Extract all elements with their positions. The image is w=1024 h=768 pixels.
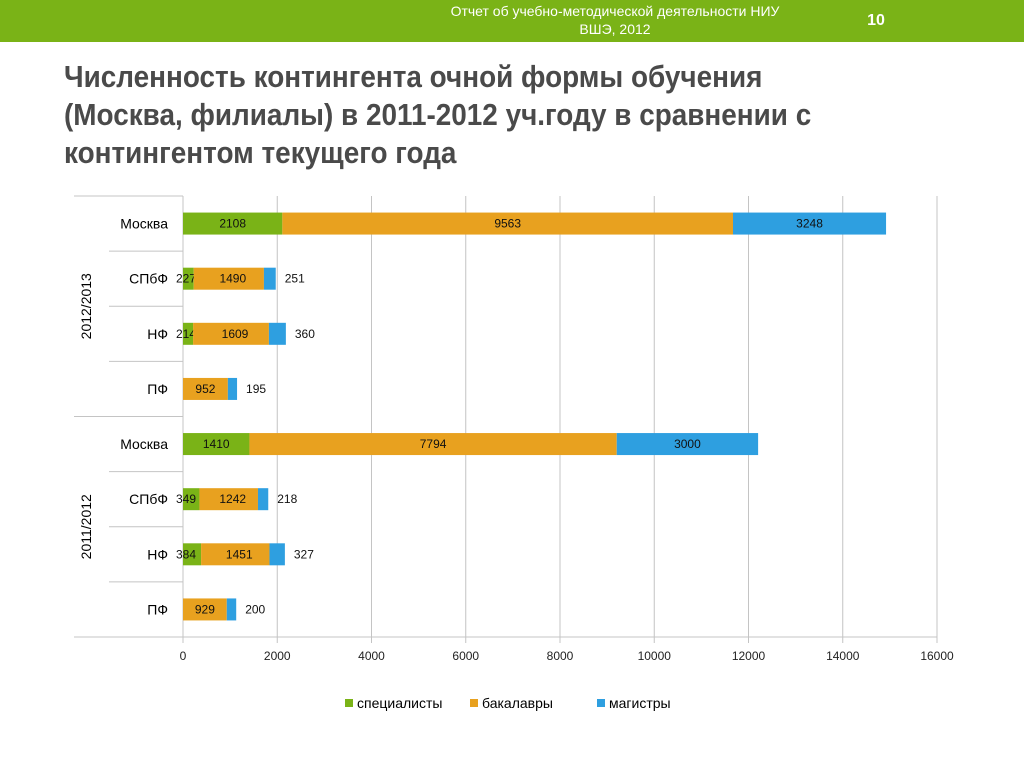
data-label: 1609 (222, 327, 249, 341)
data-label: 218 (277, 492, 297, 506)
legend-swatch (597, 699, 605, 707)
bar-segment (183, 322, 194, 345)
data-label: 349 (176, 492, 196, 506)
data-label: 7794 (420, 437, 447, 451)
category-label: НФ (147, 546, 168, 562)
legend-label: магистры (609, 695, 671, 711)
data-label: 9563 (494, 217, 521, 231)
x-tick-label: 2000 (264, 649, 291, 663)
bar-segment (226, 598, 237, 621)
category-label: НФ (147, 326, 168, 342)
data-label: 200 (245, 602, 265, 616)
x-tick-label: 16000 (920, 649, 954, 663)
x-tick-label: 6000 (452, 649, 479, 663)
bar-segment (183, 488, 200, 511)
data-label: 360 (295, 327, 315, 341)
x-tick-label: 10000 (638, 649, 672, 663)
legend-swatch (345, 699, 353, 707)
category-label: СПбФ (129, 491, 168, 507)
bar-segment (263, 267, 276, 290)
bar-segment (257, 488, 269, 511)
x-tick-label: 4000 (358, 649, 385, 663)
data-label: 384 (176, 547, 196, 561)
data-label: 952 (195, 382, 215, 396)
bar-segment (193, 322, 269, 345)
bar-segment (183, 598, 227, 621)
page-number: 10 (867, 12, 885, 29)
slide-title: Численность контингента очной формы обуч… (64, 58, 901, 172)
category-label: Москва (120, 436, 168, 452)
data-label: 1410 (203, 437, 230, 451)
group-label: 2011/2012 (78, 494, 94, 559)
bar-segment (193, 267, 264, 290)
legend-label: специалисты (357, 695, 442, 711)
category-label: СПбФ (129, 271, 168, 287)
x-tick-label: 12000 (732, 649, 766, 663)
slide-title-line2: (Москва, филиалы) в 2011-2012 уч.году в … (64, 97, 812, 132)
data-label: 195 (246, 382, 266, 396)
bar-segment (269, 543, 285, 566)
data-label: 1490 (219, 272, 246, 286)
data-label: 251 (285, 272, 305, 286)
x-tick-label: 0 (180, 649, 187, 663)
data-label: 1451 (226, 547, 253, 561)
bar-segment (183, 212, 283, 235)
header-bar (0, 0, 1024, 42)
slide-title-line3: контингентом текущего года (64, 135, 457, 170)
bar-segment (183, 543, 202, 566)
data-label: 1242 (219, 492, 246, 506)
report-caption-line1: Отчет об учебно-методической деятельност… (450, 3, 780, 19)
data-label: 3000 (674, 437, 701, 451)
bar-segment (268, 322, 286, 345)
data-label: 2108 (219, 217, 246, 231)
category-label: ПФ (147, 381, 168, 397)
data-label: 3248 (796, 217, 823, 231)
bar-segment (199, 488, 258, 511)
bar-segment (183, 377, 228, 400)
x-tick-label: 8000 (547, 649, 574, 663)
category-label: ПФ (147, 601, 168, 617)
x-tick-label: 14000 (826, 649, 860, 663)
bar-segment (227, 377, 238, 400)
report-caption: Отчет об учебно-методической деятельност… (395, 2, 835, 38)
legend-swatch (470, 699, 478, 707)
legend-label: бакалавры (482, 695, 553, 711)
data-label: 214 (176, 327, 196, 341)
data-label: 327 (294, 547, 314, 561)
bar-segment (732, 212, 887, 235)
slide-title-line1: Численность контингента очной формы обуч… (64, 59, 763, 94)
bar-segment (183, 267, 194, 290)
bar-segment (183, 433, 250, 456)
bar-segment (249, 433, 617, 456)
bar-segment (201, 543, 270, 566)
bar-segment (616, 433, 759, 456)
report-caption-line2: ВШЭ, 2012 (579, 21, 651, 37)
group-label: 2012/2013 (78, 273, 94, 339)
data-label: 929 (195, 602, 215, 616)
bar-segment (282, 212, 733, 235)
data-label: 227 (176, 272, 196, 286)
category-label: Москва (120, 216, 168, 232)
